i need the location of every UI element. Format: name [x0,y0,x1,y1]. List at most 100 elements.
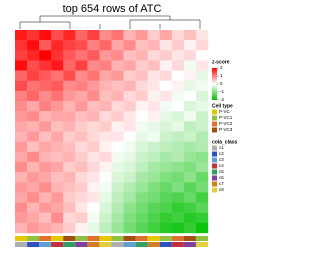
heatmap-cell [75,212,88,224]
heatmap-cell [195,222,209,234]
heatmap-cell [63,131,76,142]
heatmap-cell [147,182,160,193]
heatmap-cell [159,80,173,92]
heatmap-cell [171,212,185,224]
heatmap-cell [99,80,112,92]
heatmap-cell [15,141,28,152]
heatmap-cell [15,70,28,81]
heatmap-cell [147,151,160,163]
heatmap-cell [51,40,64,51]
heatmap-cell [183,90,197,102]
heatmap-cell [135,40,148,51]
heatmap-cell [63,222,76,234]
heatmap-cell [75,182,88,193]
heatmap-cell [195,182,209,193]
heatmap-cell [27,141,40,152]
heatmap-cell [111,192,124,203]
class-annotation [27,242,40,247]
heatmap-cell [51,131,64,142]
heatmap-cell [15,111,28,122]
heatmap-cell [183,60,197,71]
heatmap-cell [195,192,209,203]
heatmap-cell [183,70,197,81]
heatmap-cell [111,50,124,61]
heatmap-cell [63,50,76,61]
cell-type-annotation [183,236,196,241]
heatmap-cell [195,111,209,122]
heatmap-cell [135,172,148,183]
heatmap-cell [111,60,124,71]
heatmap-cell [99,101,112,112]
heatmap-cell [39,212,52,224]
heatmap-cell [183,121,197,132]
heatmap-cell [51,182,64,193]
heatmap-cell [195,40,209,51]
legend-label: P-VC3 [219,127,233,132]
class-annotation [87,242,100,247]
heatmap-cell [99,60,112,71]
heatmap-cell [135,70,148,81]
heatmap-cell [99,50,112,61]
class-annotation [159,242,172,247]
heatmap-cell [99,172,112,183]
heatmap-cell [15,172,28,183]
class-annotation [75,242,88,247]
heatmap-cell [171,202,185,213]
legend-label: c4 [219,163,224,168]
heatmap-cell [171,111,185,122]
heatmap-cell [123,192,136,203]
heatmap-cell [75,151,88,163]
heatmap-cell [123,30,136,41]
heatmap-cell [51,212,64,224]
heatmap-cell [183,212,197,224]
heatmap-cell [195,151,209,163]
heatmap-cell [39,161,52,173]
heatmap-cell [87,161,100,173]
heatmap-cell [159,101,173,112]
heatmap-cell [135,161,148,173]
heatmap-cell [15,30,28,41]
heatmap-cell [87,70,100,81]
class-annotation [111,242,124,247]
heatmap-cell [135,60,148,71]
heatmap-cell [63,80,76,92]
heatmap-cell [15,222,28,234]
class-annotation [147,242,160,247]
heatmap-cell [99,182,112,193]
heatmap-cell [51,222,64,234]
heatmap-cell [159,70,173,81]
heatmap-cell [135,90,148,102]
heatmap-cell [195,90,209,102]
heatmap-cell [171,131,185,142]
heatmap-cell [159,90,173,102]
class-annotation [51,242,64,247]
cell-type-annotation [171,236,184,241]
heatmap-cell [171,141,185,152]
heatmap-cell [123,50,136,61]
heatmap-cell [111,161,124,173]
heatmap-cell [135,80,148,92]
heatmap-cell [39,30,52,41]
heatmap-cell [147,50,160,61]
heatmap-cell [99,222,112,234]
heatmap-cell [27,151,40,163]
heatmap-cell [147,222,160,234]
heatmap-cell [27,90,40,102]
heatmap-cell [111,141,124,152]
heatmap-cell [171,161,185,173]
heatmap-cell [123,90,136,102]
heatmap-cell [159,161,173,173]
heatmap-cell [75,141,88,152]
heatmap-cell [171,172,185,183]
heatmap-cell [159,30,173,41]
heatmap-cell [63,60,76,71]
heatmap-cell [99,141,112,152]
heatmap-cell [51,172,64,183]
heatmap-cell [159,40,173,51]
heatmap-cell [63,141,76,152]
colorbar-tick-label: -1 [220,89,224,94]
heatmap-cell [75,131,88,142]
heatmap-cell [123,212,136,224]
heatmap-cell [171,101,185,112]
heatmap-cell [135,192,148,203]
